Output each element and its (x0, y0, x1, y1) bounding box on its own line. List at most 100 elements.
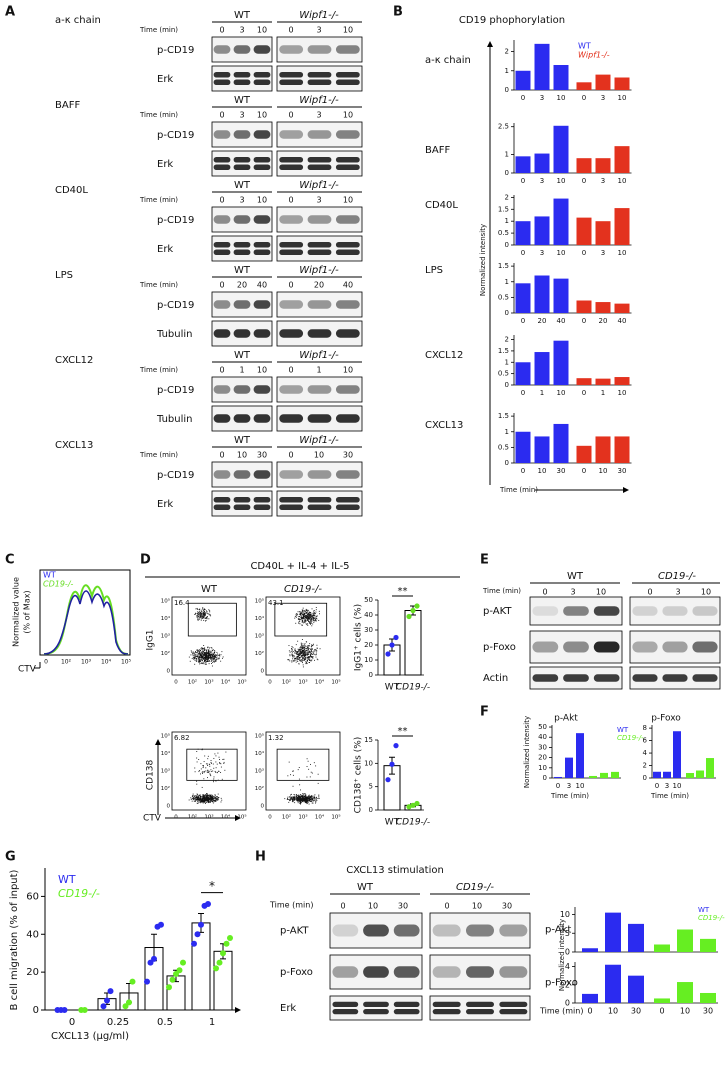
event-dot (208, 657, 210, 659)
event-dot (305, 653, 307, 655)
event-dot (306, 641, 308, 643)
event-dot (309, 613, 311, 615)
blot-band (499, 924, 528, 937)
data-point (393, 743, 399, 749)
event-dot (309, 614, 311, 616)
legend-label: WT (617, 726, 629, 734)
event-dot (305, 654, 307, 655)
panel-label: H (255, 850, 266, 865)
event-dot (203, 617, 205, 619)
event-dot (208, 609, 210, 611)
event-dot (295, 661, 297, 663)
bar (576, 733, 584, 778)
y-tick-label: 0 (33, 1005, 39, 1016)
bar (696, 770, 704, 778)
event-dot (308, 652, 310, 653)
x-tick-label: 10 (608, 1007, 618, 1016)
x-tick-label: 10⁴ (101, 659, 112, 666)
event-dot (305, 612, 307, 614)
event-dot (292, 656, 294, 658)
blot-band (233, 385, 251, 394)
gate (186, 748, 238, 781)
blot-frame (211, 65, 273, 92)
event-dot (197, 650, 199, 652)
event-dot (298, 663, 300, 665)
event-dot (205, 796, 207, 798)
event-dot (301, 639, 303, 640)
time-point: 10 (314, 451, 324, 460)
x-tick-label: 10⁴ (315, 679, 325, 686)
event-dot (302, 801, 304, 803)
event-dot (302, 655, 304, 657)
time-point: 0 (288, 196, 293, 205)
event-dot (317, 659, 319, 661)
event-dot (303, 622, 305, 624)
event-dot (205, 656, 207, 658)
blot-band (279, 164, 304, 170)
event-dot (313, 798, 315, 800)
event-dot (295, 622, 297, 624)
event-dot (306, 659, 308, 661)
bar (515, 283, 531, 313)
event-dot (305, 617, 307, 619)
event-dot (307, 645, 309, 647)
event-dot (300, 660, 302, 662)
event-dot (300, 800, 302, 802)
group-label: Wipf1-/- (299, 95, 339, 106)
blot-band (335, 157, 360, 163)
time-point: 0 (288, 26, 293, 35)
event-dot (212, 649, 214, 651)
event-dot (201, 801, 203, 803)
event-dot (197, 800, 199, 802)
event-dot (197, 613, 199, 615)
event-dot (302, 649, 304, 651)
time-point: 30 (257, 451, 267, 460)
axis-label: CD138⁺ cells (%) (354, 737, 364, 814)
time-point: 0 (219, 451, 224, 460)
event-dot (207, 660, 209, 662)
event-dot (196, 751, 198, 752)
event-dot (198, 794, 200, 796)
time-point: 1 (316, 366, 321, 375)
data-point (180, 959, 186, 966)
event-dot (289, 800, 291, 802)
event-dot (289, 651, 291, 653)
event-dot (200, 661, 201, 663)
event-dot (204, 663, 206, 665)
event-dot (200, 613, 202, 615)
time-point: 10 (343, 196, 353, 205)
y-tick-label: 40 (364, 611, 373, 619)
event-dot (212, 797, 214, 799)
event-dot (209, 660, 210, 662)
event-dot (306, 609, 308, 611)
event-dot (206, 793, 207, 795)
bar (628, 975, 644, 1003)
event-dot (212, 798, 214, 800)
event-dot (318, 619, 320, 621)
event-dot (304, 615, 306, 617)
x-tick-label: 10 (557, 389, 566, 397)
y-tick-label: 5 (565, 929, 570, 938)
event-dot (307, 613, 309, 615)
event-dot (205, 798, 207, 800)
event-dot (317, 773, 319, 775)
event-dot (211, 797, 213, 799)
event-dot (290, 797, 292, 799)
event-dot (206, 660, 208, 662)
x-tick-label: CD19-/- (396, 683, 430, 693)
event-dot (306, 612, 308, 614)
event-dot (206, 611, 208, 613)
event-dot (310, 614, 312, 616)
y-tick-label: 40 (538, 733, 547, 741)
event-dot (192, 796, 194, 798)
gate-value: 16.4 (174, 599, 190, 607)
event-dot (205, 799, 207, 801)
event-dot (205, 617, 207, 619)
y-tick-label: 0 (543, 774, 547, 782)
event-dot (198, 658, 200, 660)
event-dot (218, 771, 220, 772)
event-dot (296, 654, 298, 656)
data-point (205, 900, 211, 907)
event-dot (199, 799, 200, 801)
event-dot (313, 643, 314, 645)
